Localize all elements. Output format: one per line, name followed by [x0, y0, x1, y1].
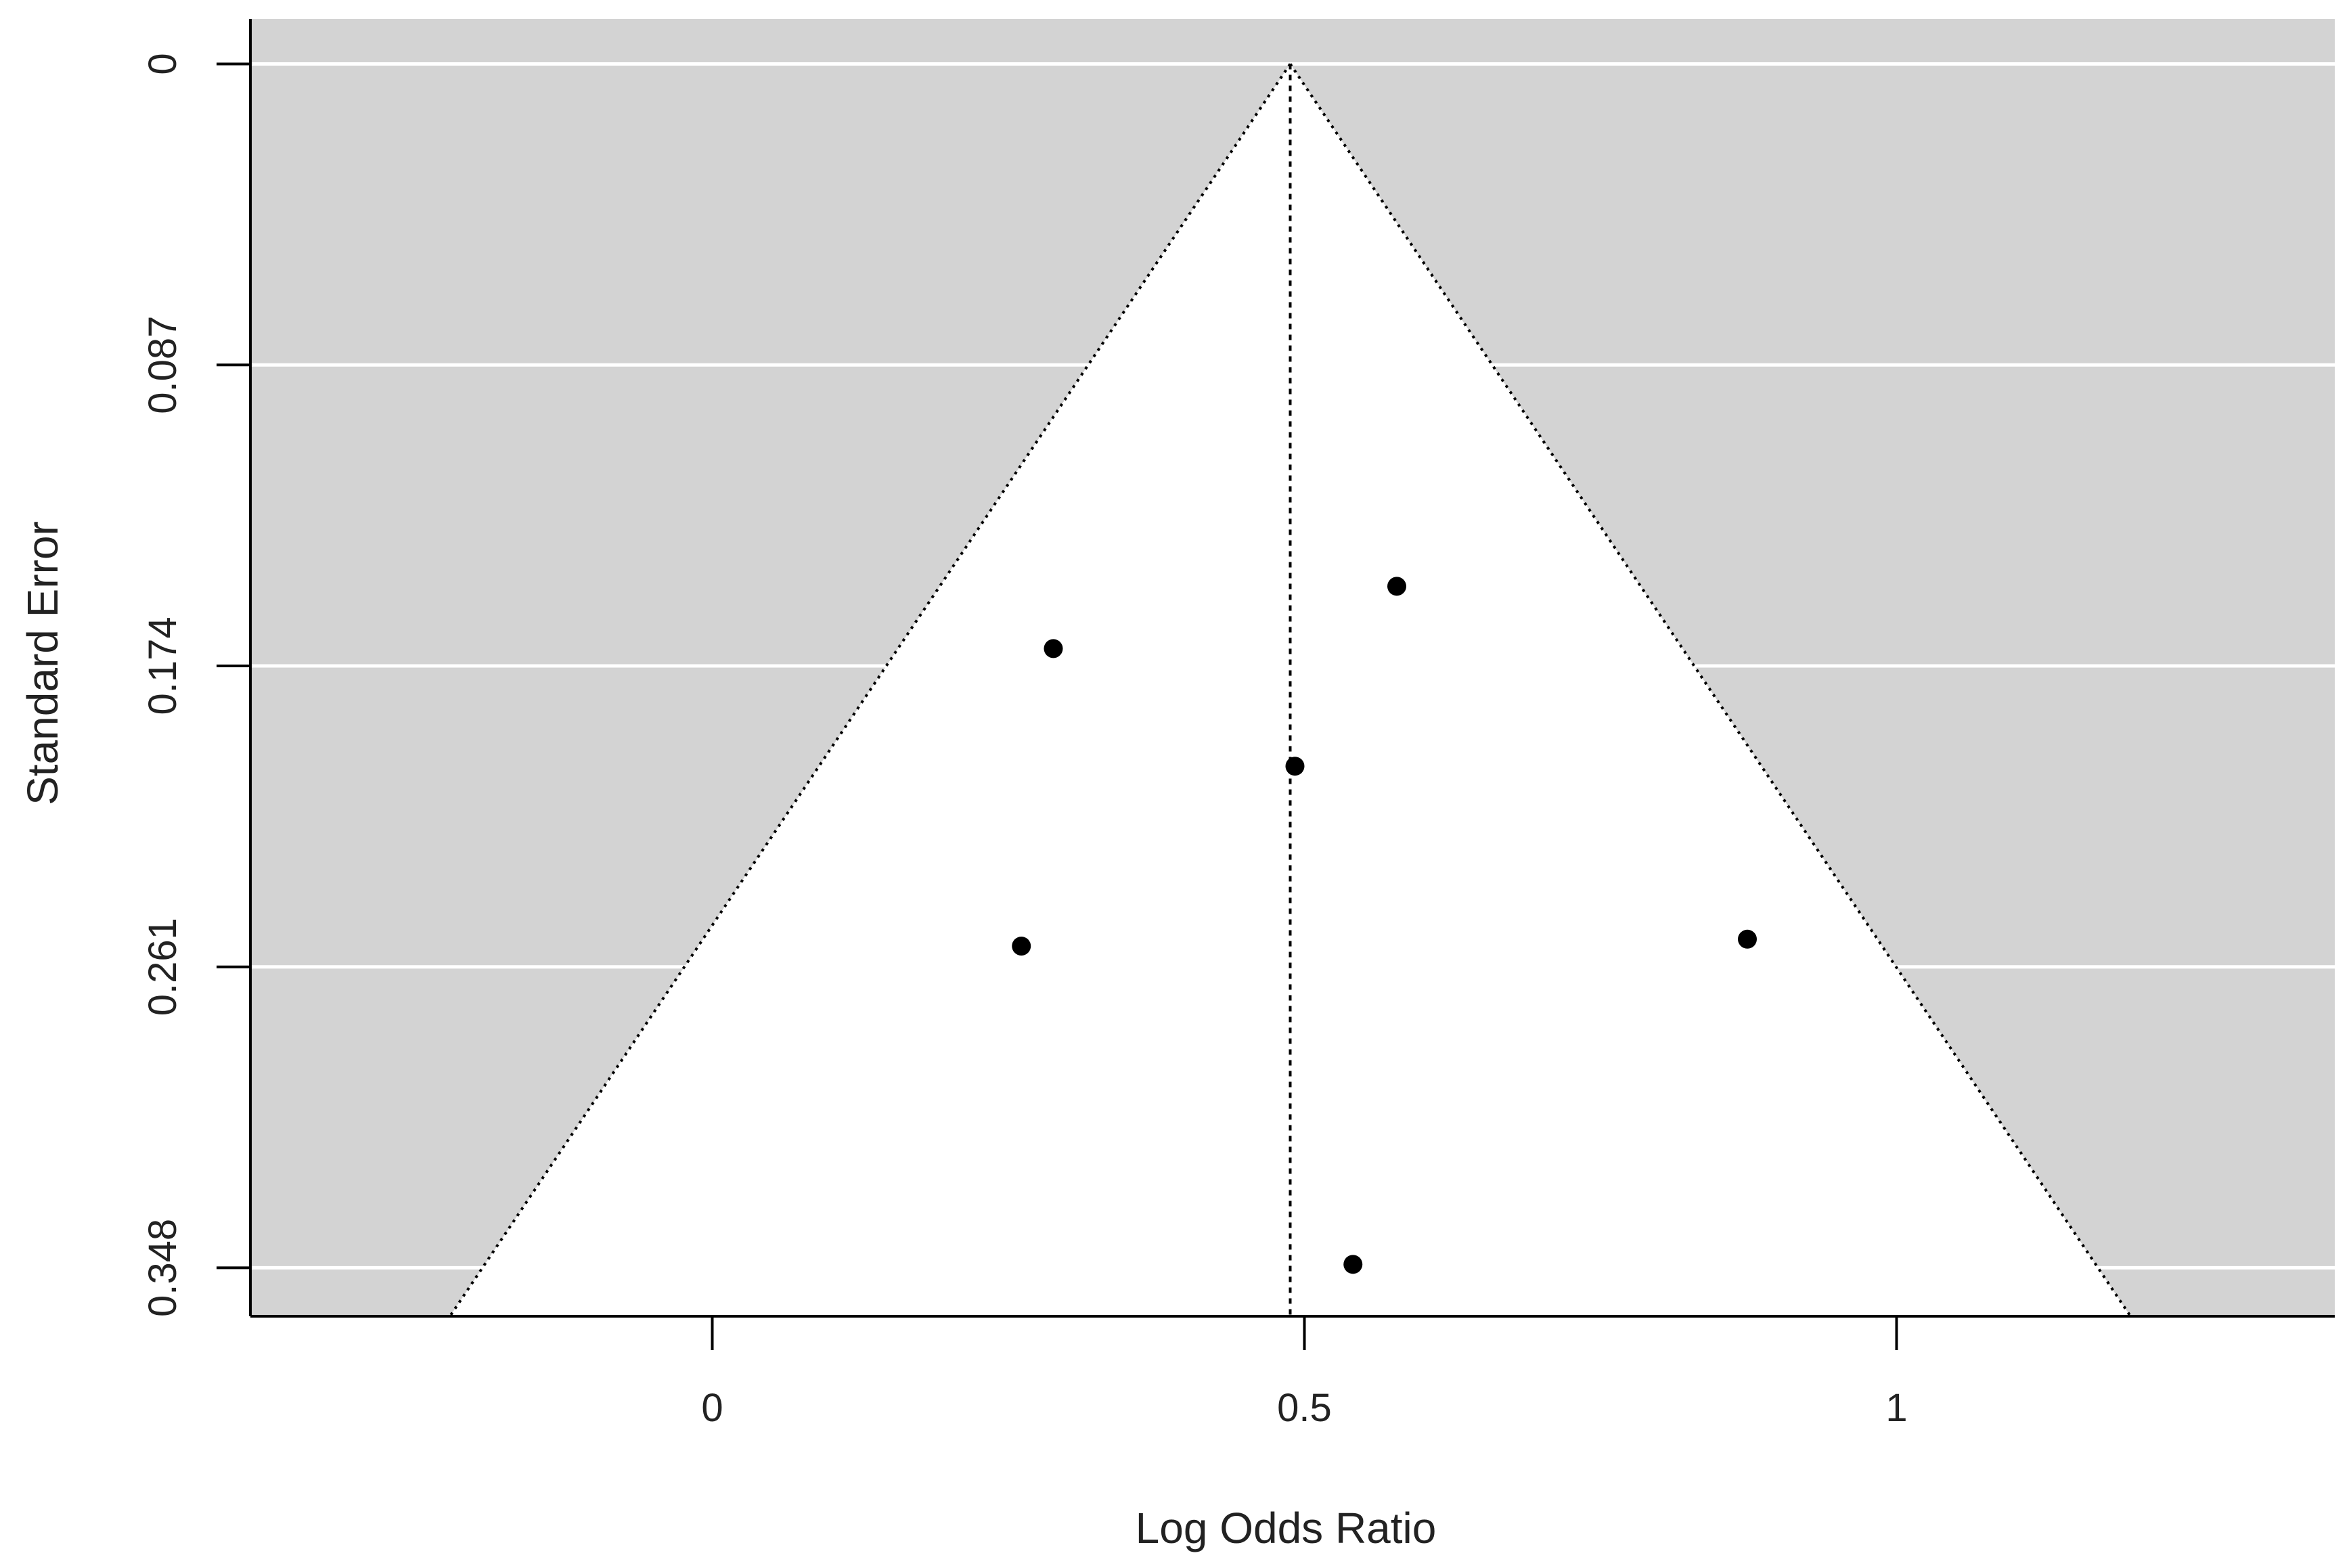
plot-area — [250, 19, 2335, 1316]
data-point — [1012, 937, 1031, 956]
data-point — [1343, 1255, 1363, 1274]
data-point — [1387, 577, 1406, 596]
data-point — [1738, 929, 1757, 949]
funnel-left-boundary — [449, 63, 1292, 1316]
x-tick-label: 0 — [701, 1386, 723, 1430]
y-tick-label: 0.261 — [141, 918, 185, 1016]
y-tick-label: 0.348 — [141, 1219, 185, 1317]
x-axis-title: Log Odds Ratio — [1136, 1504, 1437, 1552]
y-tick-label: 0.174 — [141, 617, 185, 715]
funnel-region — [449, 64, 2131, 1316]
x-tick-label: 0.5 — [1277, 1386, 1332, 1430]
data-point — [1285, 757, 1305, 776]
x-tick-label: 1 — [1885, 1386, 1907, 1430]
funnel-right-boundary — [1289, 63, 2132, 1316]
y-tick-label: 0.087 — [141, 316, 185, 414]
y-tick-label: 0 — [141, 53, 185, 74]
data-point — [1044, 639, 1063, 658]
x-axis: 0 0.5 1 — [250, 1315, 2335, 1430]
y-axis: 0 0.087 0.174 0.261 0.348 — [141, 19, 252, 1317]
y-axis-title: Standard Error — [18, 521, 67, 805]
